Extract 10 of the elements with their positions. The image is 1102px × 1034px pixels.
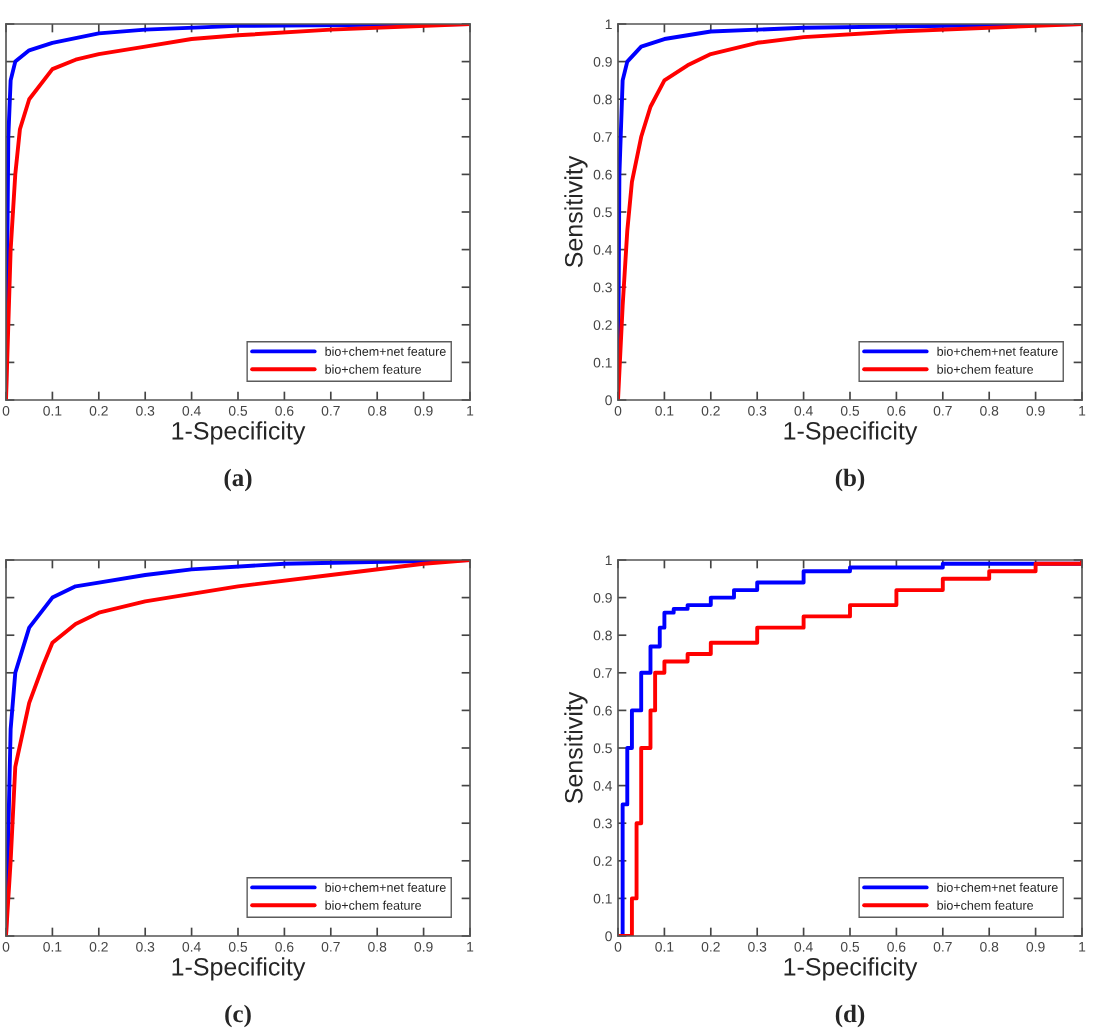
x-axis-title: 1-Specificity	[784, 957, 918, 981]
x-axis-title: 1-Specificity	[172, 421, 306, 445]
x-axis-title: 1-Specificity	[172, 957, 306, 981]
y-axis-title: Sensitivity	[564, 155, 588, 268]
text: (d)	[835, 1004, 865, 1028]
y-axis-title: Sensitivity	[564, 691, 588, 804]
text: (c)	[225, 1004, 251, 1028]
text: (b)	[835, 468, 865, 492]
text: (a)	[224, 468, 252, 492]
x-axis-title: 1-Specificity	[784, 421, 918, 445]
